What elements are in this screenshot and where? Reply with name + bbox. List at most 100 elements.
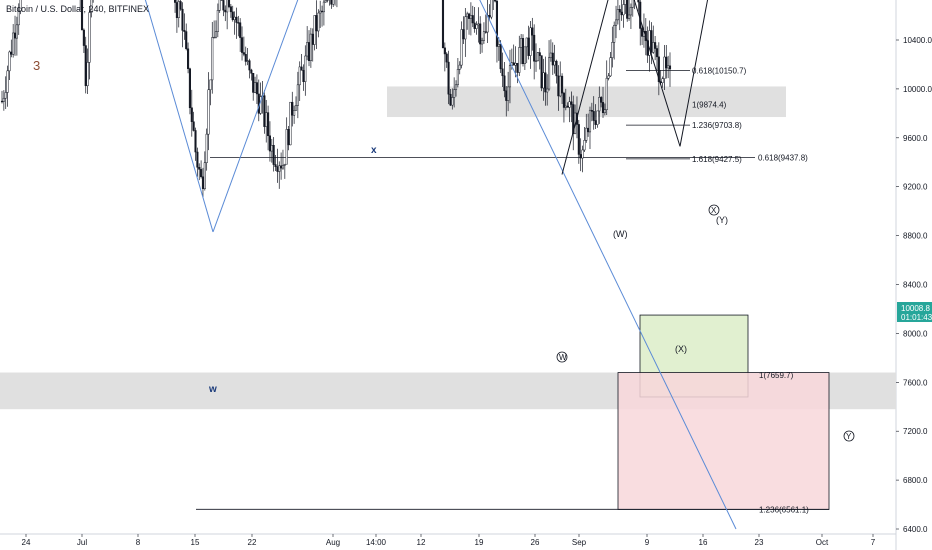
time-tick-label: 8 xyxy=(136,538,141,547)
candle-body xyxy=(192,121,195,131)
candle-body xyxy=(594,120,597,125)
wave-label-w: w xyxy=(208,384,217,395)
price-scale-background xyxy=(896,0,932,550)
candle-body xyxy=(661,78,664,84)
candle-body xyxy=(203,162,206,189)
candle-body xyxy=(255,82,258,95)
candle-body xyxy=(577,124,580,155)
candle-body xyxy=(177,1,180,18)
candle-body xyxy=(84,45,87,87)
candle-body xyxy=(173,0,177,3)
candle-body xyxy=(454,84,458,91)
candle-body xyxy=(585,127,588,141)
candle-body xyxy=(291,101,294,116)
candle-body xyxy=(548,57,551,90)
candle-body xyxy=(222,0,225,11)
candle-body xyxy=(609,57,612,77)
candle-body xyxy=(655,48,659,58)
candle-body xyxy=(307,42,311,61)
candle-body xyxy=(657,56,660,82)
current-price-countdown: 01:01:43 xyxy=(901,313,932,322)
candle-body xyxy=(523,46,526,64)
candle-body xyxy=(233,16,236,20)
candle-body xyxy=(300,66,303,71)
candle-body xyxy=(315,15,318,32)
candle-body xyxy=(613,24,616,43)
candle-body xyxy=(648,30,651,56)
candle-body xyxy=(447,61,450,95)
candle-body xyxy=(175,2,178,18)
candle-body xyxy=(475,24,478,29)
candle-body xyxy=(302,70,305,82)
candle-body xyxy=(8,51,11,72)
candle-body xyxy=(639,1,642,29)
time-axis[interactable]: 24 Jul 8 15 22 Aug 14:00 12 19 26 Sep 9 16 23 Oct 7 xyxy=(22,534,876,547)
candle-body xyxy=(650,30,653,53)
fib-label: 1.236(6561.1) xyxy=(759,505,809,514)
candle-body xyxy=(490,0,493,18)
candle-body xyxy=(281,164,285,169)
candle-body xyxy=(306,42,309,57)
candle-body xyxy=(631,0,634,8)
candle-body xyxy=(82,29,85,46)
fib-label: 0.618(10150.7) xyxy=(692,66,747,75)
candle-body xyxy=(581,149,584,159)
candle-body xyxy=(239,22,242,38)
candle-body xyxy=(544,72,547,93)
candle-body xyxy=(244,54,247,62)
time-tick-label: Jul xyxy=(77,538,87,547)
trendline-W-up xyxy=(561,0,609,175)
time-tick-label: 7 xyxy=(871,538,876,547)
candle-body xyxy=(441,0,445,49)
price-axis[interactable]: 6400.0 6800.0 7200.0 7600.0 8000.0 8400.0 8800… xyxy=(896,0,932,534)
candles-layer xyxy=(0,0,672,198)
stop-box xyxy=(617,372,830,510)
candle-body xyxy=(663,56,666,79)
candle-body xyxy=(272,144,275,165)
candle-body xyxy=(458,64,461,70)
candle-body xyxy=(185,31,188,50)
candle-body xyxy=(240,37,244,53)
candle-body xyxy=(626,0,629,19)
candle-body xyxy=(226,0,229,13)
candle-body xyxy=(598,97,601,112)
candle-body xyxy=(467,13,471,19)
candle-body xyxy=(570,101,573,105)
time-tick-label: 16 xyxy=(699,538,708,547)
candle-body xyxy=(668,65,672,70)
candle-body xyxy=(600,97,603,103)
candle-body xyxy=(583,140,586,151)
candle-body xyxy=(488,15,491,18)
candle-body xyxy=(216,10,219,32)
candle-body xyxy=(531,27,534,36)
candle-body xyxy=(330,0,333,5)
candle-body xyxy=(276,166,279,172)
candle-body xyxy=(201,176,205,189)
wave-label-Y-circled: Y xyxy=(846,432,852,441)
candle-body xyxy=(252,72,255,93)
candle-body xyxy=(218,0,221,11)
candle-body xyxy=(179,1,182,10)
candle-body xyxy=(293,109,296,116)
candle-body xyxy=(320,10,324,13)
candle-body xyxy=(497,44,500,47)
chart-title: Bitcoin / U.S. Dollar, 240, BITFINEX xyxy=(6,4,149,14)
candle-body xyxy=(529,27,532,56)
candle-body xyxy=(285,129,288,165)
candle-body xyxy=(319,10,322,14)
time-tick-label: 15 xyxy=(191,538,200,547)
candle-body xyxy=(549,52,552,58)
candle-body xyxy=(521,38,525,64)
fib-label: 1(9874.4) xyxy=(692,100,727,109)
fib-label: 1.236(9703.8) xyxy=(692,121,742,130)
candle-body xyxy=(616,9,619,21)
candle-body xyxy=(479,23,482,45)
candle-body xyxy=(520,38,523,48)
candle-body xyxy=(227,0,231,7)
candle-body xyxy=(4,92,7,99)
candle-body xyxy=(250,69,253,74)
candle-body xyxy=(190,107,193,122)
time-tick-label: 24 xyxy=(22,538,31,547)
candle-body xyxy=(19,0,22,12)
